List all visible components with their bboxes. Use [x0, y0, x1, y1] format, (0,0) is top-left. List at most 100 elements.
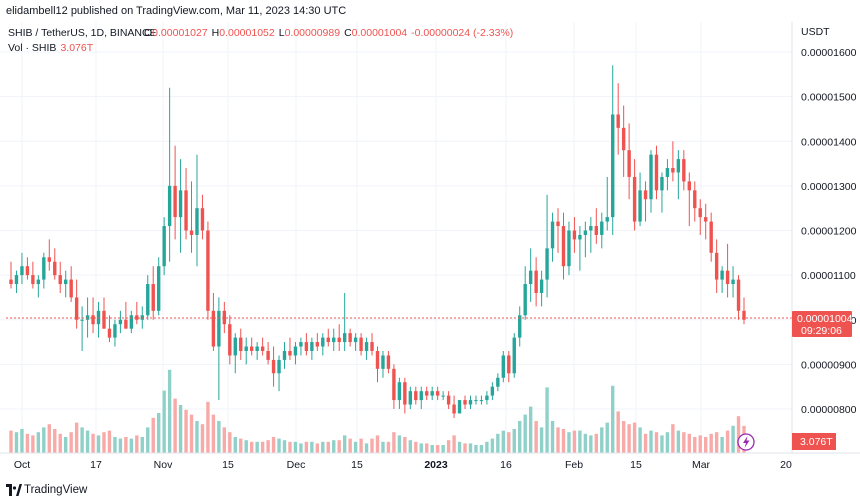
candle-body: [414, 391, 418, 401]
candle-body: [397, 382, 402, 401]
candle-body: [277, 359, 281, 374]
volume-bar: [332, 440, 336, 453]
volume-bar: [435, 445, 440, 453]
candle-body: [146, 284, 150, 316]
legend-c-label: C: [344, 27, 352, 39]
price-tick-label: 0.00000800: [801, 404, 857, 416]
volume-bar: [91, 433, 95, 453]
volume-bar: [632, 422, 637, 453]
volume-bar: [293, 441, 298, 453]
candle-body: [731, 279, 735, 285]
volume-bar: [96, 435, 101, 453]
volume-bar: [25, 433, 30, 453]
candle-body: [676, 159, 681, 173]
volume-bar: [567, 432, 571, 453]
candle-body: [479, 400, 484, 402]
candle-body: [616, 114, 620, 128]
time-tick-label: Oct: [14, 459, 30, 471]
volume-bar: [310, 441, 314, 453]
volume-bar: [545, 387, 549, 453]
price-tick-label: 0.00001100: [801, 270, 856, 282]
candle-body: [698, 208, 702, 218]
candle-body: [135, 315, 139, 320]
volume-bar: [348, 438, 352, 453]
volume-bar: [392, 432, 396, 453]
volume-bar: [463, 443, 467, 453]
candle-body: [528, 270, 533, 285]
volume-bar: [714, 432, 719, 453]
volume-bar: [556, 427, 560, 453]
candle-body: [682, 159, 686, 182]
candle-body: [178, 190, 183, 218]
legend-o-value: 0.00001027: [152, 27, 208, 39]
volume-bar: [649, 430, 653, 453]
candle-body: [441, 395, 445, 397]
candle-body: [249, 346, 254, 351]
volume-bar: [69, 432, 73, 453]
candle-body: [233, 337, 237, 356]
volume-bar: [485, 441, 489, 453]
time-tick-label: 15: [630, 459, 642, 471]
candle-body: [151, 284, 155, 311]
volume-bar: [151, 417, 155, 453]
candle-body: [556, 221, 560, 227]
volume-bar: [474, 445, 478, 453]
candle-body: [512, 337, 516, 374]
candle-body: [282, 350, 287, 360]
candle-body: [107, 328, 112, 338]
candle-body: [654, 154, 659, 191]
legend-h-value: 0.00001052: [219, 27, 275, 39]
volume-bar: [118, 438, 123, 453]
candle-body: [709, 221, 713, 253]
candle-body: [74, 297, 79, 320]
volume-tag: [792, 433, 836, 450]
candle-body: [80, 319, 84, 321]
candle-body: [485, 395, 489, 401]
volume-bar: [342, 435, 347, 453]
candle-body: [342, 333, 347, 343]
tradingview-logo-icon: [6, 484, 22, 496]
candle-body: [523, 284, 527, 316]
volume-tag-value: 3.076T: [800, 436, 833, 448]
volume-bar: [414, 441, 418, 453]
volume-bar: [156, 413, 161, 453]
candle-body: [435, 391, 440, 396]
volume-bar: [228, 432, 232, 453]
volume-bar: [195, 421, 199, 453]
volume-bar: [638, 427, 642, 453]
volume-bar: [304, 441, 309, 453]
legend-symbol: SHIB / TetherUS, 1D, BINANCE: [8, 27, 157, 39]
legend-c-value: 0.00001004: [352, 27, 408, 39]
volume-bar: [217, 421, 221, 453]
volume-bar: [654, 432, 659, 453]
candle-body: [501, 355, 506, 378]
volume-bar: [184, 409, 188, 453]
volume-bar: [162, 390, 166, 453]
volume-bar: [403, 437, 407, 453]
legend-volume-label: Vol · SHIB 3.076T: [8, 42, 94, 54]
volume-bar: [468, 443, 473, 453]
volume-bar: [397, 435, 402, 453]
candle-body: [720, 270, 724, 280]
candle-body: [474, 400, 478, 402]
candle-body: [206, 230, 210, 311]
candle-body: [408, 391, 413, 405]
volume-bar: [42, 427, 46, 453]
candle-body: [561, 226, 566, 267]
candle-body: [14, 275, 19, 285]
candle-body: [321, 337, 325, 347]
volume-bar: [288, 441, 292, 453]
volume-bar: [80, 427, 84, 453]
volume-bar: [381, 441, 385, 453]
volume-bar: [611, 385, 615, 453]
price-axis-labels: 0.00001600 0.00001500 0.00001400 0.00001300…: [801, 47, 857, 416]
candle-body: [671, 168, 675, 173]
lightning-icon[interactable]: [737, 433, 755, 451]
candle-body: [124, 319, 128, 329]
volume-bar: [14, 432, 19, 453]
volume-bar: [200, 424, 205, 453]
header-bar: elidambell12 published on TradingView.co…: [0, 0, 860, 22]
volume-bar: [255, 441, 259, 453]
candle-body: [496, 377, 500, 387]
